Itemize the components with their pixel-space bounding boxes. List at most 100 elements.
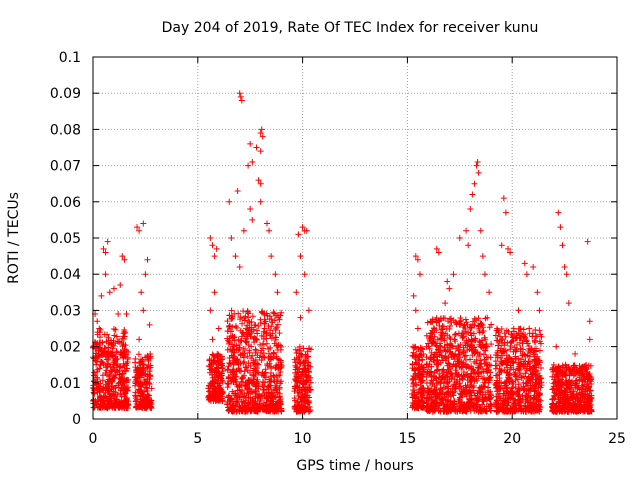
data-point	[460, 344, 467, 351]
data-point	[507, 346, 514, 353]
data-point	[553, 343, 560, 350]
data-point	[409, 365, 416, 372]
data-point	[432, 316, 439, 323]
data-point	[259, 133, 266, 140]
data-point	[294, 369, 301, 376]
data-point	[305, 345, 312, 352]
data-point	[276, 386, 283, 393]
data-point	[456, 358, 463, 365]
data-point	[122, 378, 129, 385]
data-point	[503, 355, 510, 362]
x-tick-label: 10	[294, 431, 312, 447]
data-point	[516, 325, 523, 332]
data-point	[102, 393, 109, 400]
data-point	[236, 367, 243, 374]
data-point	[278, 343, 285, 350]
data-point	[469, 191, 476, 198]
data-point	[136, 401, 143, 408]
data-point	[523, 337, 530, 344]
data-point	[304, 353, 311, 360]
data-point	[96, 404, 103, 411]
data-point	[535, 389, 542, 396]
data-point	[524, 352, 531, 359]
data-point	[446, 285, 453, 292]
data-point	[237, 338, 244, 345]
data-point	[210, 392, 217, 399]
data-point	[246, 369, 253, 376]
data-point	[521, 260, 528, 267]
data-point	[241, 392, 248, 399]
data-point	[245, 162, 252, 169]
data-point	[497, 361, 504, 368]
data-point	[555, 391, 562, 398]
data-point	[577, 391, 584, 398]
data-point	[451, 407, 458, 414]
data-point	[469, 366, 476, 373]
data-point	[140, 361, 147, 368]
data-point	[123, 311, 130, 318]
data-point	[518, 407, 525, 414]
data-point	[140, 307, 147, 314]
data-point	[246, 347, 253, 354]
data-point	[527, 395, 534, 402]
data-point	[112, 402, 119, 409]
data-point	[588, 392, 595, 399]
data-point	[255, 391, 262, 398]
data-point	[573, 390, 580, 397]
data-point	[530, 364, 537, 371]
data-point	[305, 408, 312, 415]
data-point	[141, 395, 148, 402]
data-point	[433, 245, 440, 252]
data-point	[97, 393, 104, 400]
data-point	[514, 388, 521, 395]
data-point	[462, 325, 469, 332]
data-point	[219, 397, 226, 404]
data-point	[268, 253, 275, 260]
data-point	[519, 340, 526, 347]
data-point	[265, 394, 272, 401]
data-point	[558, 407, 565, 414]
data-point	[112, 340, 119, 347]
data-point	[437, 384, 444, 391]
data-point	[574, 395, 581, 402]
data-point	[456, 405, 463, 412]
data-point	[96, 365, 103, 372]
data-point	[437, 359, 444, 366]
data-point	[253, 387, 260, 394]
data-point	[255, 361, 262, 368]
data-point	[513, 346, 520, 353]
data-point	[424, 394, 431, 401]
data-point	[298, 387, 305, 394]
data-point	[441, 408, 448, 415]
data-point	[142, 384, 149, 391]
data-point	[90, 385, 97, 392]
data-point	[508, 405, 515, 412]
data-point	[143, 364, 150, 371]
data-point	[215, 325, 222, 332]
data-point	[552, 365, 559, 372]
data-point	[432, 386, 439, 393]
data-point	[272, 271, 279, 278]
data-point	[253, 327, 260, 334]
data-point	[95, 353, 102, 360]
data-point	[112, 384, 119, 391]
data-point	[430, 377, 437, 384]
data-point	[228, 315, 235, 322]
data-point	[225, 375, 232, 382]
data-point	[297, 253, 304, 260]
data-point	[522, 392, 529, 399]
data-point	[224, 367, 231, 374]
data-point	[573, 377, 580, 384]
data-point	[476, 388, 483, 395]
data-point	[572, 380, 579, 387]
data-point	[245, 318, 252, 325]
data-point	[483, 366, 490, 373]
data-point	[263, 399, 270, 406]
data-point	[417, 398, 424, 405]
data-point	[231, 368, 238, 375]
data-point	[240, 354, 247, 361]
data-point	[274, 376, 281, 383]
data-point	[143, 385, 150, 392]
data-point	[483, 361, 490, 368]
data-point	[114, 355, 121, 362]
